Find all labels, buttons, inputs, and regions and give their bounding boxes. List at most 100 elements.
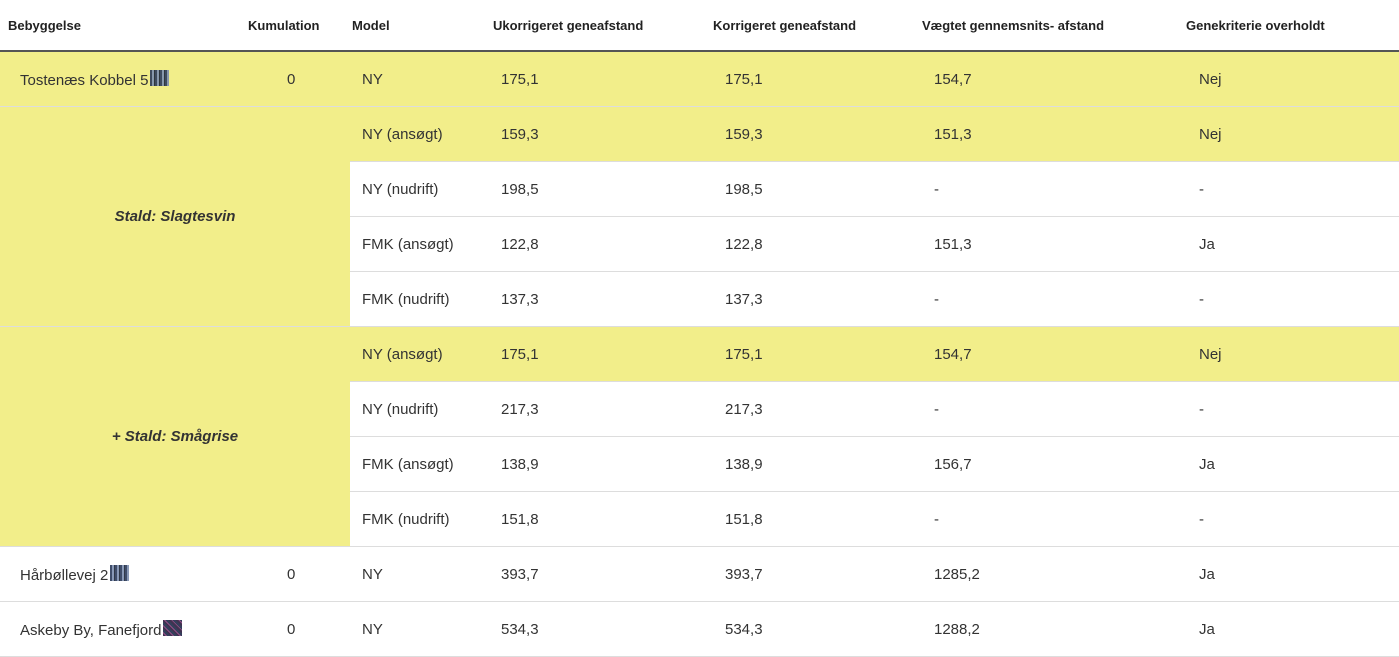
table-cell: - bbox=[1183, 272, 1399, 327]
table-cell: NY bbox=[350, 547, 488, 602]
cell-text: NY (nudrift) bbox=[362, 401, 438, 418]
column-header: Model bbox=[350, 0, 488, 51]
table-cell: Nej bbox=[1183, 107, 1399, 162]
table-cell: 1288,2 bbox=[918, 602, 1183, 657]
table-cell: 122,8 bbox=[488, 217, 710, 272]
table-cell: NY bbox=[350, 602, 488, 657]
cell-text: Ja bbox=[1199, 456, 1215, 473]
cell-text: 534,3 bbox=[725, 621, 763, 638]
table-cell: - bbox=[918, 492, 1183, 547]
table-cell: 151,3 bbox=[918, 217, 1183, 272]
cell-text: 138,9 bbox=[725, 456, 763, 473]
cell-text: 151,3 bbox=[934, 236, 972, 253]
cell-text: Nej bbox=[1199, 126, 1222, 143]
table-cell: 534,3 bbox=[488, 602, 710, 657]
table-cell: 175,1 bbox=[710, 51, 918, 107]
table-row: Tostenæs Kobbel 5 0 NY 175,1 175,1 154,7 Nej bbox=[0, 51, 1399, 107]
cell-text: 217,3 bbox=[501, 401, 539, 418]
cell-text: NY bbox=[362, 71, 383, 88]
column-header: Genekriterie overholdt bbox=[1183, 0, 1399, 51]
table-cell: NY bbox=[350, 51, 488, 107]
table-cell: 0 bbox=[240, 547, 350, 602]
cell-text: - bbox=[1199, 181, 1204, 198]
table-cell: - bbox=[1183, 162, 1399, 217]
cell-text: Tostenæs Kobbel 5 bbox=[20, 72, 148, 89]
cell-text: 1285,2 bbox=[934, 566, 980, 583]
table-cell: 137,3 bbox=[488, 272, 710, 327]
table-cell: Tostenæs Kobbel 5 bbox=[0, 51, 240, 107]
column-header: Bebyggelse bbox=[0, 0, 240, 51]
group-label: + Stald: Smågrise bbox=[0, 327, 350, 547]
cell-text: 122,8 bbox=[501, 236, 539, 253]
cell-text: 151,8 bbox=[501, 511, 539, 528]
cell-text: 198,5 bbox=[725, 181, 763, 198]
cell-text: 217,3 bbox=[725, 401, 763, 418]
cell-text: 393,7 bbox=[725, 566, 763, 583]
table-cell: 175,1 bbox=[488, 51, 710, 107]
table-cell: 0 bbox=[240, 602, 350, 657]
cell-text: Hårbøllevej 2 bbox=[20, 567, 108, 584]
distance-table: Bebyggelse Kumulation Model Ukorrigeret … bbox=[0, 0, 1399, 657]
table-cell: 198,5 bbox=[488, 162, 710, 217]
table-cell: 217,3 bbox=[710, 382, 918, 437]
cell-text: 0 bbox=[287, 566, 295, 583]
cell-text: 175,1 bbox=[725, 346, 763, 363]
cell-text: 154,7 bbox=[934, 346, 972, 363]
cell-text: FMK (ansøgt) bbox=[362, 456, 454, 473]
column-header: Kumulation bbox=[240, 0, 350, 51]
table-cell: 151,8 bbox=[710, 492, 918, 547]
table-cell: NY (ansøgt) bbox=[350, 107, 488, 162]
table-cell: 137,3 bbox=[710, 272, 918, 327]
column-header: Ukorrigeret geneafstand bbox=[488, 0, 710, 51]
table-cell: FMK (nudrift) bbox=[350, 272, 488, 327]
table-cell: 151,3 bbox=[918, 107, 1183, 162]
table-cell: 156,7 bbox=[918, 437, 1183, 492]
cell-text: 151,3 bbox=[934, 126, 972, 143]
table-cell: - bbox=[918, 272, 1183, 327]
cell-text: 156,7 bbox=[934, 456, 972, 473]
cell-text: NY (ansøgt) bbox=[362, 346, 443, 363]
table-cell: Askeby By, Fanefjord bbox=[0, 602, 240, 657]
page: {"table": { "header": ["Bebyggelse", "Ku… bbox=[0, 0, 1399, 657]
cell-text: FMK (nudrift) bbox=[362, 291, 450, 308]
cell-text: Ja bbox=[1199, 621, 1215, 638]
column-header: Korrigeret geneafstand bbox=[710, 0, 918, 51]
table-cell: - bbox=[1183, 382, 1399, 437]
cell-text: 175,1 bbox=[501, 71, 539, 88]
cell-text: 175,1 bbox=[725, 71, 763, 88]
table-cell: - bbox=[1183, 492, 1399, 547]
table-cell: 138,9 bbox=[710, 437, 918, 492]
table-cell: 159,3 bbox=[710, 107, 918, 162]
table-cell: 1285,2 bbox=[918, 547, 1183, 602]
cell-text: NY bbox=[362, 621, 383, 638]
cell-text: 159,3 bbox=[725, 126, 763, 143]
table-cell: FMK (ansøgt) bbox=[350, 217, 488, 272]
table-cell: FMK (nudrift) bbox=[350, 492, 488, 547]
table-cell: 138,9 bbox=[488, 437, 710, 492]
table-cell: Ja bbox=[1183, 437, 1399, 492]
table-cell: NY (nudrift) bbox=[350, 162, 488, 217]
cell-text: 137,3 bbox=[725, 291, 763, 308]
cell-text: 0 bbox=[287, 71, 295, 88]
table-cell: Ja bbox=[1183, 602, 1399, 657]
building-icon bbox=[163, 620, 182, 636]
cell-text: 175,1 bbox=[501, 346, 539, 363]
cell-text: 137,3 bbox=[501, 291, 539, 308]
group-label: Stald: Slagtesvin bbox=[0, 107, 350, 327]
cell-text: FMK (nudrift) bbox=[362, 511, 450, 528]
table-cell: 154,7 bbox=[918, 51, 1183, 107]
table-cell: 175,1 bbox=[710, 327, 918, 382]
building-icon bbox=[150, 70, 169, 86]
cell-text: - bbox=[934, 511, 939, 528]
table-cell: 393,7 bbox=[488, 547, 710, 602]
header-row: Bebyggelse Kumulation Model Ukorrigeret … bbox=[0, 0, 1399, 51]
cell-text: - bbox=[1199, 511, 1204, 528]
cell-text: Nej bbox=[1199, 71, 1222, 88]
table-cell: - bbox=[918, 382, 1183, 437]
cell-text: NY (ansøgt) bbox=[362, 126, 443, 143]
table-cell: 0 bbox=[240, 51, 350, 107]
